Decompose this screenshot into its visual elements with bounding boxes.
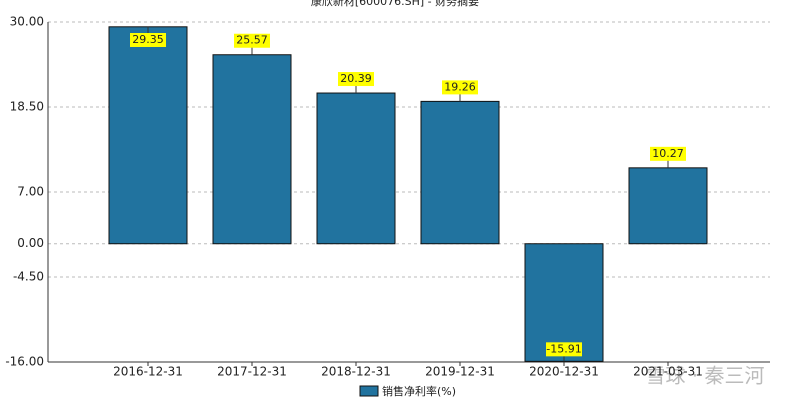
x-tick-label: 2016-12-31 <box>113 365 183 379</box>
value-label-bg <box>546 342 582 357</box>
x-tick-label: 2020-12-31 <box>529 365 599 379</box>
legend-swatch <box>359 385 379 397</box>
value-label-bg <box>650 146 686 161</box>
value-label: 19.26 <box>444 80 476 93</box>
x-tick-label: 2017-12-31 <box>217 365 287 379</box>
y-tick-label: 30.00 <box>10 15 44 29</box>
chart-title: 康欣新材[600076.SH] - 财务摘要 <box>311 0 479 8</box>
value-label-bg <box>130 33 166 47</box>
value-label: 29.35 <box>132 33 164 46</box>
value-label-bg <box>442 80 478 95</box>
bar <box>420 100 500 245</box>
y-tick-label: 7.00 <box>17 185 44 199</box>
bar <box>628 167 708 245</box>
x-tick-label: 2018-12-31 <box>321 365 391 379</box>
x-tick-label: 2019-12-31 <box>425 365 495 379</box>
value-label: 10.27 <box>652 147 684 160</box>
value-label-bg <box>338 72 374 87</box>
value-label: 20.39 <box>340 72 372 85</box>
legend-label: 销售净利率(%) <box>382 384 456 398</box>
y-tick-label: -16.00 <box>5 355 44 369</box>
bar <box>524 243 604 362</box>
bar <box>108 26 188 245</box>
value-label-bg <box>234 33 270 48</box>
bar <box>316 92 396 245</box>
value-label: -15.91 <box>546 342 581 355</box>
x-tick-label: 2021-03-31 <box>633 365 703 379</box>
watermark: 雪球 · 秦三河 <box>645 364 764 388</box>
bar <box>212 54 292 245</box>
y-tick-label: -4.50 <box>13 270 44 284</box>
y-tick-label: 0.00 <box>17 236 44 250</box>
value-label: 25.57 <box>236 34 268 47</box>
y-tick-label: 18.50 <box>10 100 44 114</box>
